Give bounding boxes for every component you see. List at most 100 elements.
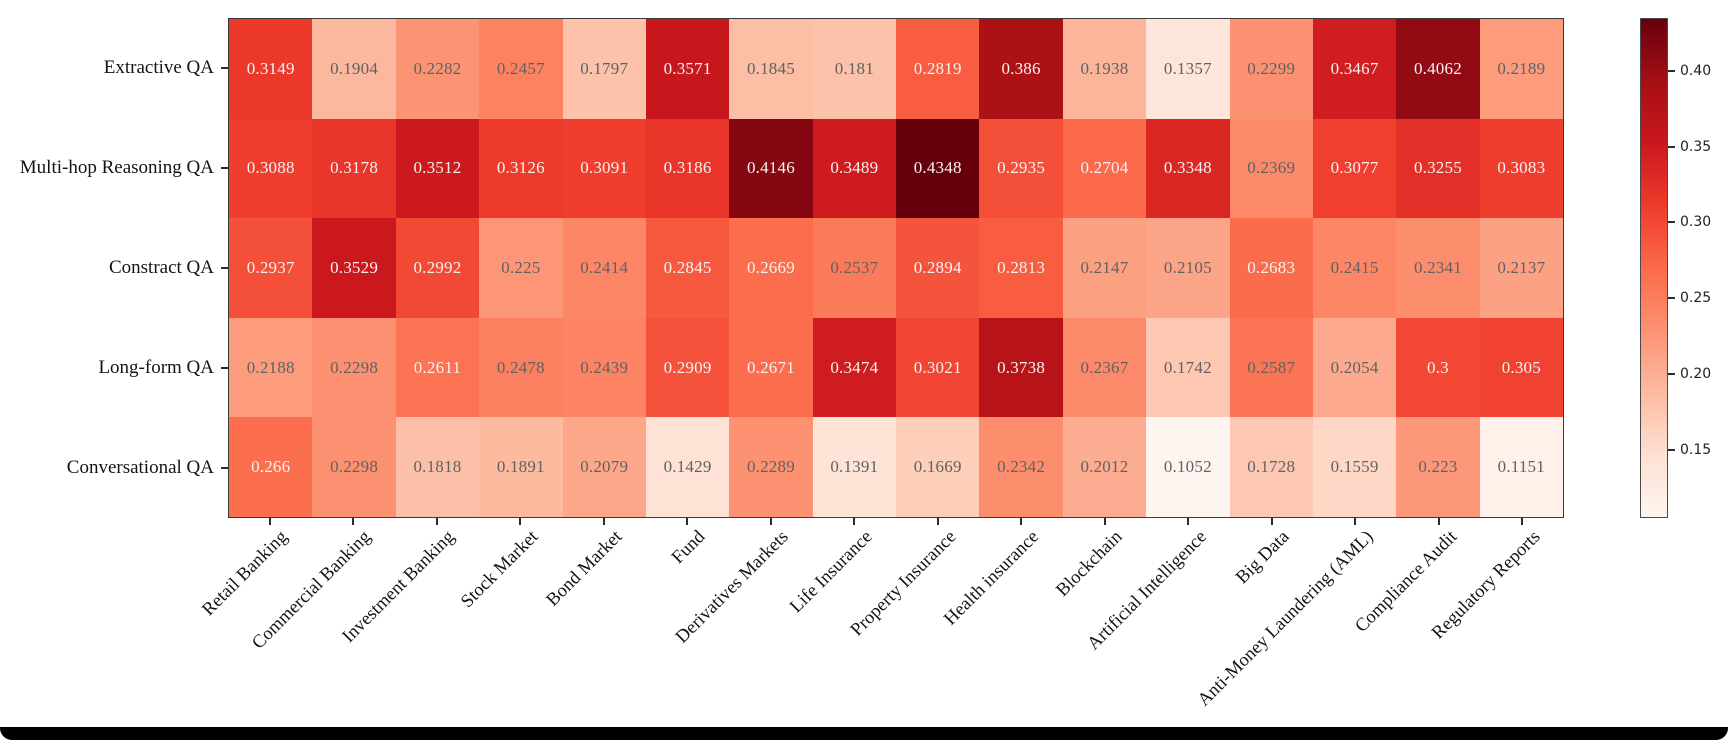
heatmap-cell: 0.1891: [479, 417, 563, 517]
colorbar-tick-label: 0.20: [1680, 366, 1712, 383]
heatmap-cell: 0.3: [1396, 317, 1480, 418]
heatmap-cell: 0.2457: [479, 19, 563, 119]
colorbar: [1640, 18, 1668, 518]
heatmap-cell: 0.2587: [1229, 317, 1313, 418]
colorbar-tick-label: 0.35: [1680, 138, 1712, 155]
heatmap-cell: 0.386: [979, 19, 1063, 119]
heatmap-cell: 0.1938: [1062, 19, 1147, 119]
x-axis-tick: [1354, 518, 1357, 525]
heatmap-cell: 0.1559: [1312, 417, 1397, 517]
x-axis-label: Big Data: [1232, 527, 1294, 589]
heatmap-cell: 0.2298: [312, 417, 396, 517]
heatmap-cell: 0.2147: [1062, 218, 1147, 318]
heatmap-cell: 0.2415: [1312, 218, 1397, 318]
heatmap-cell: 0.1052: [1146, 417, 1230, 517]
heatmap-cell: 0.2189: [1479, 19, 1563, 119]
heatmap-cell: 0.2012: [1062, 417, 1147, 517]
heatmap-cell: 0.2819: [896, 19, 980, 119]
heatmap-cell: 0.3088: [229, 118, 313, 219]
y-axis-tick: [221, 67, 228, 69]
x-axis-tick: [1187, 518, 1190, 525]
heatmap-cell: 0.223: [1396, 417, 1480, 517]
heatmap-cell: 0.3083: [1479, 118, 1563, 219]
heatmap-cell: 0.3255: [1396, 118, 1480, 219]
heatmap-cell: 0.2611: [395, 317, 480, 418]
heatmap-cell: 0.2414: [562, 218, 646, 318]
heatmap-cell: 0.3178: [312, 118, 396, 219]
x-axis-label: Life Insurance: [786, 527, 877, 618]
x-axis-tick: [1521, 518, 1524, 525]
heatmap-cell: 0.2894: [896, 218, 980, 318]
x-axis-tick: [435, 518, 438, 525]
heatmap-cell: 0.2367: [1062, 317, 1147, 418]
heatmap-cell: 0.3021: [896, 317, 980, 418]
x-axis-tick: [936, 518, 939, 525]
heatmap-cell: 0.1845: [729, 19, 813, 119]
x-axis-tick: [1270, 518, 1273, 525]
heatmap-cell: 0.2188: [229, 317, 313, 418]
heatmap-cell: 0.2299: [1229, 19, 1313, 119]
x-axis-label: Bond Market: [542, 527, 626, 611]
heatmap-cell: 0.2935: [979, 118, 1063, 219]
heatmap-cell: 0.2845: [645, 218, 730, 318]
heatmap-cell: 0.4348: [896, 118, 980, 219]
y-axis-label: Multi-hop Reasoning QA: [19, 157, 214, 178]
heatmap-cell: 0.2683: [1229, 218, 1313, 318]
window-bottom-edge: [0, 727, 1728, 740]
heatmap-cell: 0.3474: [812, 317, 896, 418]
x-axis-tick: [519, 518, 522, 525]
heatmap-cell: 0.2937: [229, 218, 313, 318]
y-axis-label: Long-form QA: [98, 357, 214, 378]
x-axis-label: Blockchain: [1053, 527, 1127, 601]
heatmap-cell: 0.1151: [1479, 417, 1563, 517]
heatmap-cell: 0.3091: [562, 118, 646, 219]
colorbar-tick-label: 0.40: [1680, 62, 1712, 79]
heatmap-cell: 0.3186: [645, 118, 730, 219]
heatmap-cell: 0.3348: [1146, 118, 1230, 219]
heatmap-cell: 0.2813: [979, 218, 1063, 318]
heatmap-cell: 0.1391: [812, 417, 896, 517]
y-axis-label: Extractive QA: [103, 57, 214, 78]
heatmap-cell: 0.2289: [729, 417, 813, 517]
y-axis-label: Conversational QA: [66, 457, 214, 478]
heatmap-cell: 0.2669: [729, 218, 813, 318]
heatmap-cell: 0.2537: [812, 218, 896, 318]
heatmap-cell: 0.1669: [896, 417, 980, 517]
x-axis-tick: [1103, 518, 1106, 525]
heatmap-cell: 0.4062: [1396, 19, 1480, 119]
heatmap-cell: 0.1797: [562, 19, 646, 119]
colorbar-tick-label: 0.25: [1680, 290, 1712, 307]
x-axis-tick: [268, 518, 271, 525]
heatmap-grid: 0.3149 0.1904 0.2282 0.2457 0.1797 0.3571 0.18…: [228, 18, 1564, 518]
heatmap-cell: 0.181: [812, 19, 896, 119]
x-axis-label: Retail Banking: [198, 527, 292, 620]
colorbar-tick-label: 0.15: [1680, 442, 1712, 459]
heatmap-cell: 0.3738: [979, 317, 1063, 418]
heatmap-cell: 0.2079: [562, 417, 646, 517]
heatmap-cell: 0.3467: [1312, 19, 1397, 119]
colorbar-tick: [1668, 69, 1675, 72]
heatmap-cell: 0.2342: [979, 417, 1063, 517]
heatmap-cell: 0.2137: [1479, 218, 1563, 318]
x-axis-tick: [602, 518, 605, 525]
heatmap-cell: 0.2992: [395, 218, 480, 318]
colorbar-tick: [1668, 373, 1675, 376]
colorbar-tick-label: 0.30: [1680, 214, 1712, 231]
colorbar-tick: [1668, 145, 1675, 148]
heatmap-cell: 0.1904: [312, 19, 396, 119]
x-axis-tick: [1020, 518, 1023, 525]
heatmap-cell: 0.1357: [1146, 19, 1230, 119]
heatmap-cell: 0.2704: [1062, 118, 1147, 219]
heatmap-cell: 0.3571: [645, 19, 730, 119]
x-axis-tick: [769, 518, 772, 525]
y-axis-tick: [221, 367, 228, 369]
x-axis-tick: [686, 518, 689, 525]
heatmap-cell: 0.2439: [562, 317, 646, 418]
x-axis-tick: [853, 518, 856, 525]
heatmap-cell: 0.266: [229, 417, 313, 517]
heatmap-cell: 0.2909: [645, 317, 730, 418]
y-axis-label: Constract QA: [108, 257, 214, 278]
colorbar-tick: [1668, 297, 1675, 300]
heatmap-cell: 0.2478: [479, 317, 563, 418]
heatmap-cell: 0.3529: [312, 218, 396, 318]
